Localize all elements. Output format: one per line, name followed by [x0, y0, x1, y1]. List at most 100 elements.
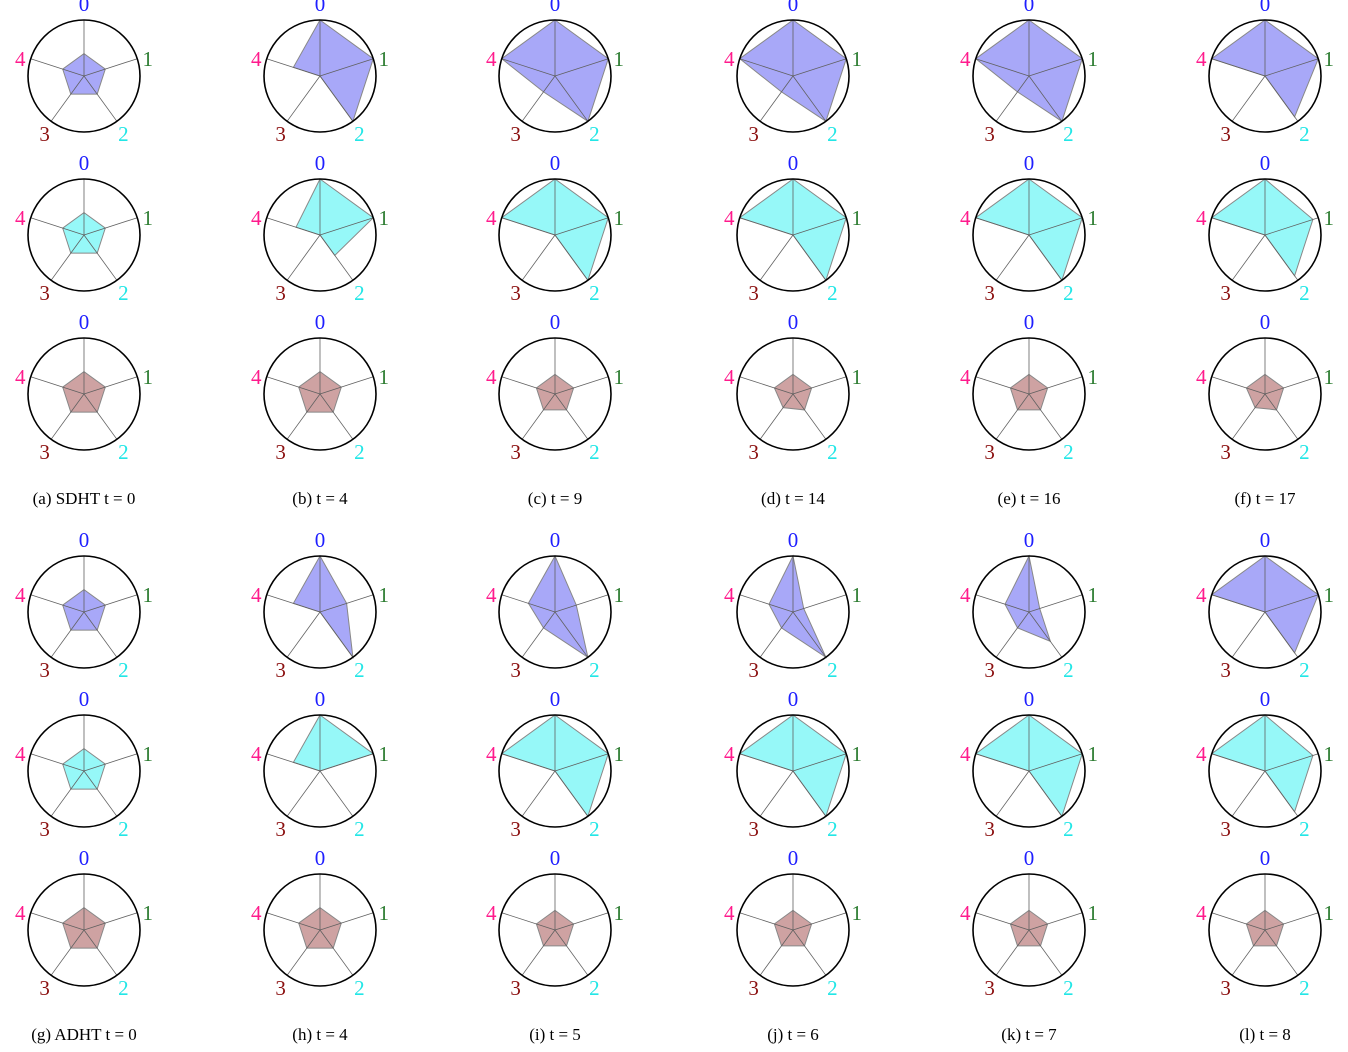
axis-spoke	[554, 75, 589, 122]
axis-spoke	[554, 234, 589, 281]
outer-circle	[972, 337, 1086, 451]
outer-circle	[498, 178, 612, 292]
axis-label: 3	[748, 281, 759, 305]
outer-circle	[736, 555, 850, 669]
axis-spoke	[521, 929, 556, 976]
radar-chart: 0 1 2 3 4	[1196, 151, 1334, 305]
axis-spoke	[286, 929, 321, 976]
axis-label: 2	[589, 658, 600, 682]
axis-spoke	[1211, 753, 1266, 772]
axis-label: 2	[827, 122, 838, 146]
axis-spoke	[554, 594, 609, 613]
axis-label: 0	[1260, 846, 1271, 870]
outer-circle	[1208, 873, 1322, 987]
axis-label: 3	[748, 817, 759, 841]
axis-label: 2	[354, 122, 365, 146]
axis-label: 0	[1024, 846, 1035, 870]
axis-spoke	[286, 770, 321, 817]
radar-chart: 0 1 2 3 4	[960, 0, 1098, 146]
axis-spoke	[1028, 234, 1063, 281]
axis-spoke	[501, 594, 556, 613]
axis-label: 0	[788, 687, 799, 711]
radar-chart: 0 1 2 3 4	[724, 310, 862, 464]
outer-circle	[1208, 337, 1322, 451]
value-polygon	[292, 19, 374, 123]
axis-spoke	[83, 217, 138, 236]
axis-label: 1	[142, 47, 153, 71]
radar-chart: 0 1 2 3 4	[15, 528, 153, 682]
axis-label: 2	[1063, 817, 1074, 841]
axis-label: 1	[142, 583, 153, 607]
axis-label: 0	[1260, 151, 1271, 175]
axis-label: 2	[589, 817, 600, 841]
outer-circle	[498, 714, 612, 828]
radar-chart: 0 1 2 3 4	[1196, 528, 1334, 682]
axis-spoke	[1231, 234, 1266, 281]
axis-spoke	[554, 753, 609, 772]
radar-chart: 0 1 2 3 4	[960, 846, 1098, 1000]
axis-label: 4	[960, 742, 971, 766]
axis-label: 2	[827, 817, 838, 841]
axis-label: 2	[1299, 122, 1310, 146]
axis-label: 4	[251, 742, 262, 766]
axis-label: 4	[724, 583, 735, 607]
axis-spoke	[995, 234, 1030, 281]
axis-label: 4	[724, 365, 735, 389]
axis-spoke	[319, 611, 354, 658]
axis-label: 0	[550, 0, 561, 16]
axis-label: 3	[748, 122, 759, 146]
axis-label: 2	[589, 976, 600, 1000]
axis-spoke	[759, 234, 794, 281]
axis-spoke	[1028, 929, 1063, 976]
radar-chart: 0 1 2 3 4	[486, 687, 624, 841]
axis-label: 4	[486, 47, 497, 71]
axis-label: 3	[1220, 976, 1231, 1000]
axis-label: 1	[1323, 742, 1334, 766]
radar-panel-0: 0 1 2 3 4 0 1 2 3 4 0 1 2 3 4 (a) SDHT t = 0	[15, 0, 153, 508]
panel-caption: (k) t = 7	[1001, 1025, 1057, 1044]
axis-spoke	[1211, 58, 1266, 77]
axis-spoke	[1264, 770, 1299, 817]
axis-label: 4	[15, 206, 26, 230]
axis-spoke	[995, 929, 1030, 976]
axis-spoke	[995, 393, 1030, 440]
axis-label: 2	[827, 658, 838, 682]
axis-label: 3	[510, 658, 521, 682]
axis-label: 4	[15, 47, 26, 71]
axis-label: 4	[486, 901, 497, 925]
axis-label: 3	[984, 281, 995, 305]
axis-spoke	[501, 376, 556, 395]
axis-label: 4	[724, 206, 735, 230]
axis-spoke	[739, 912, 794, 931]
axis-label: 4	[15, 901, 26, 925]
axis-spoke	[286, 75, 321, 122]
axis-spoke	[521, 393, 556, 440]
axis-spoke	[319, 770, 354, 817]
axis-label: 4	[15, 365, 26, 389]
axis-spoke	[1211, 912, 1266, 931]
axis-label: 1	[851, 206, 862, 230]
value-polygon	[295, 178, 375, 257]
axis-label: 2	[1063, 976, 1074, 1000]
axis-spoke	[50, 611, 85, 658]
axis-label: 2	[1063, 440, 1074, 464]
axis-label: 4	[486, 583, 497, 607]
axis-label: 0	[79, 310, 90, 334]
panel-caption: (l) t = 8	[1239, 1025, 1291, 1044]
axis-label: 1	[1087, 901, 1098, 925]
axis-spoke	[83, 393, 118, 440]
panel-caption: (a) SDHT t = 0	[33, 489, 136, 508]
axis-label: 3	[39, 817, 50, 841]
axis-spoke	[266, 753, 321, 772]
axis-label: 0	[550, 528, 561, 552]
axis-label: 4	[1196, 583, 1207, 607]
axis-spoke	[792, 376, 847, 395]
axis-label: 0	[315, 846, 326, 870]
axis-spoke	[739, 217, 794, 236]
axis-label: 3	[275, 976, 286, 1000]
axis-label: 3	[275, 658, 286, 682]
axis-spoke	[501, 217, 556, 236]
axis-label: 2	[1299, 440, 1310, 464]
axis-spoke	[1028, 912, 1083, 931]
axis-label: 2	[589, 440, 600, 464]
